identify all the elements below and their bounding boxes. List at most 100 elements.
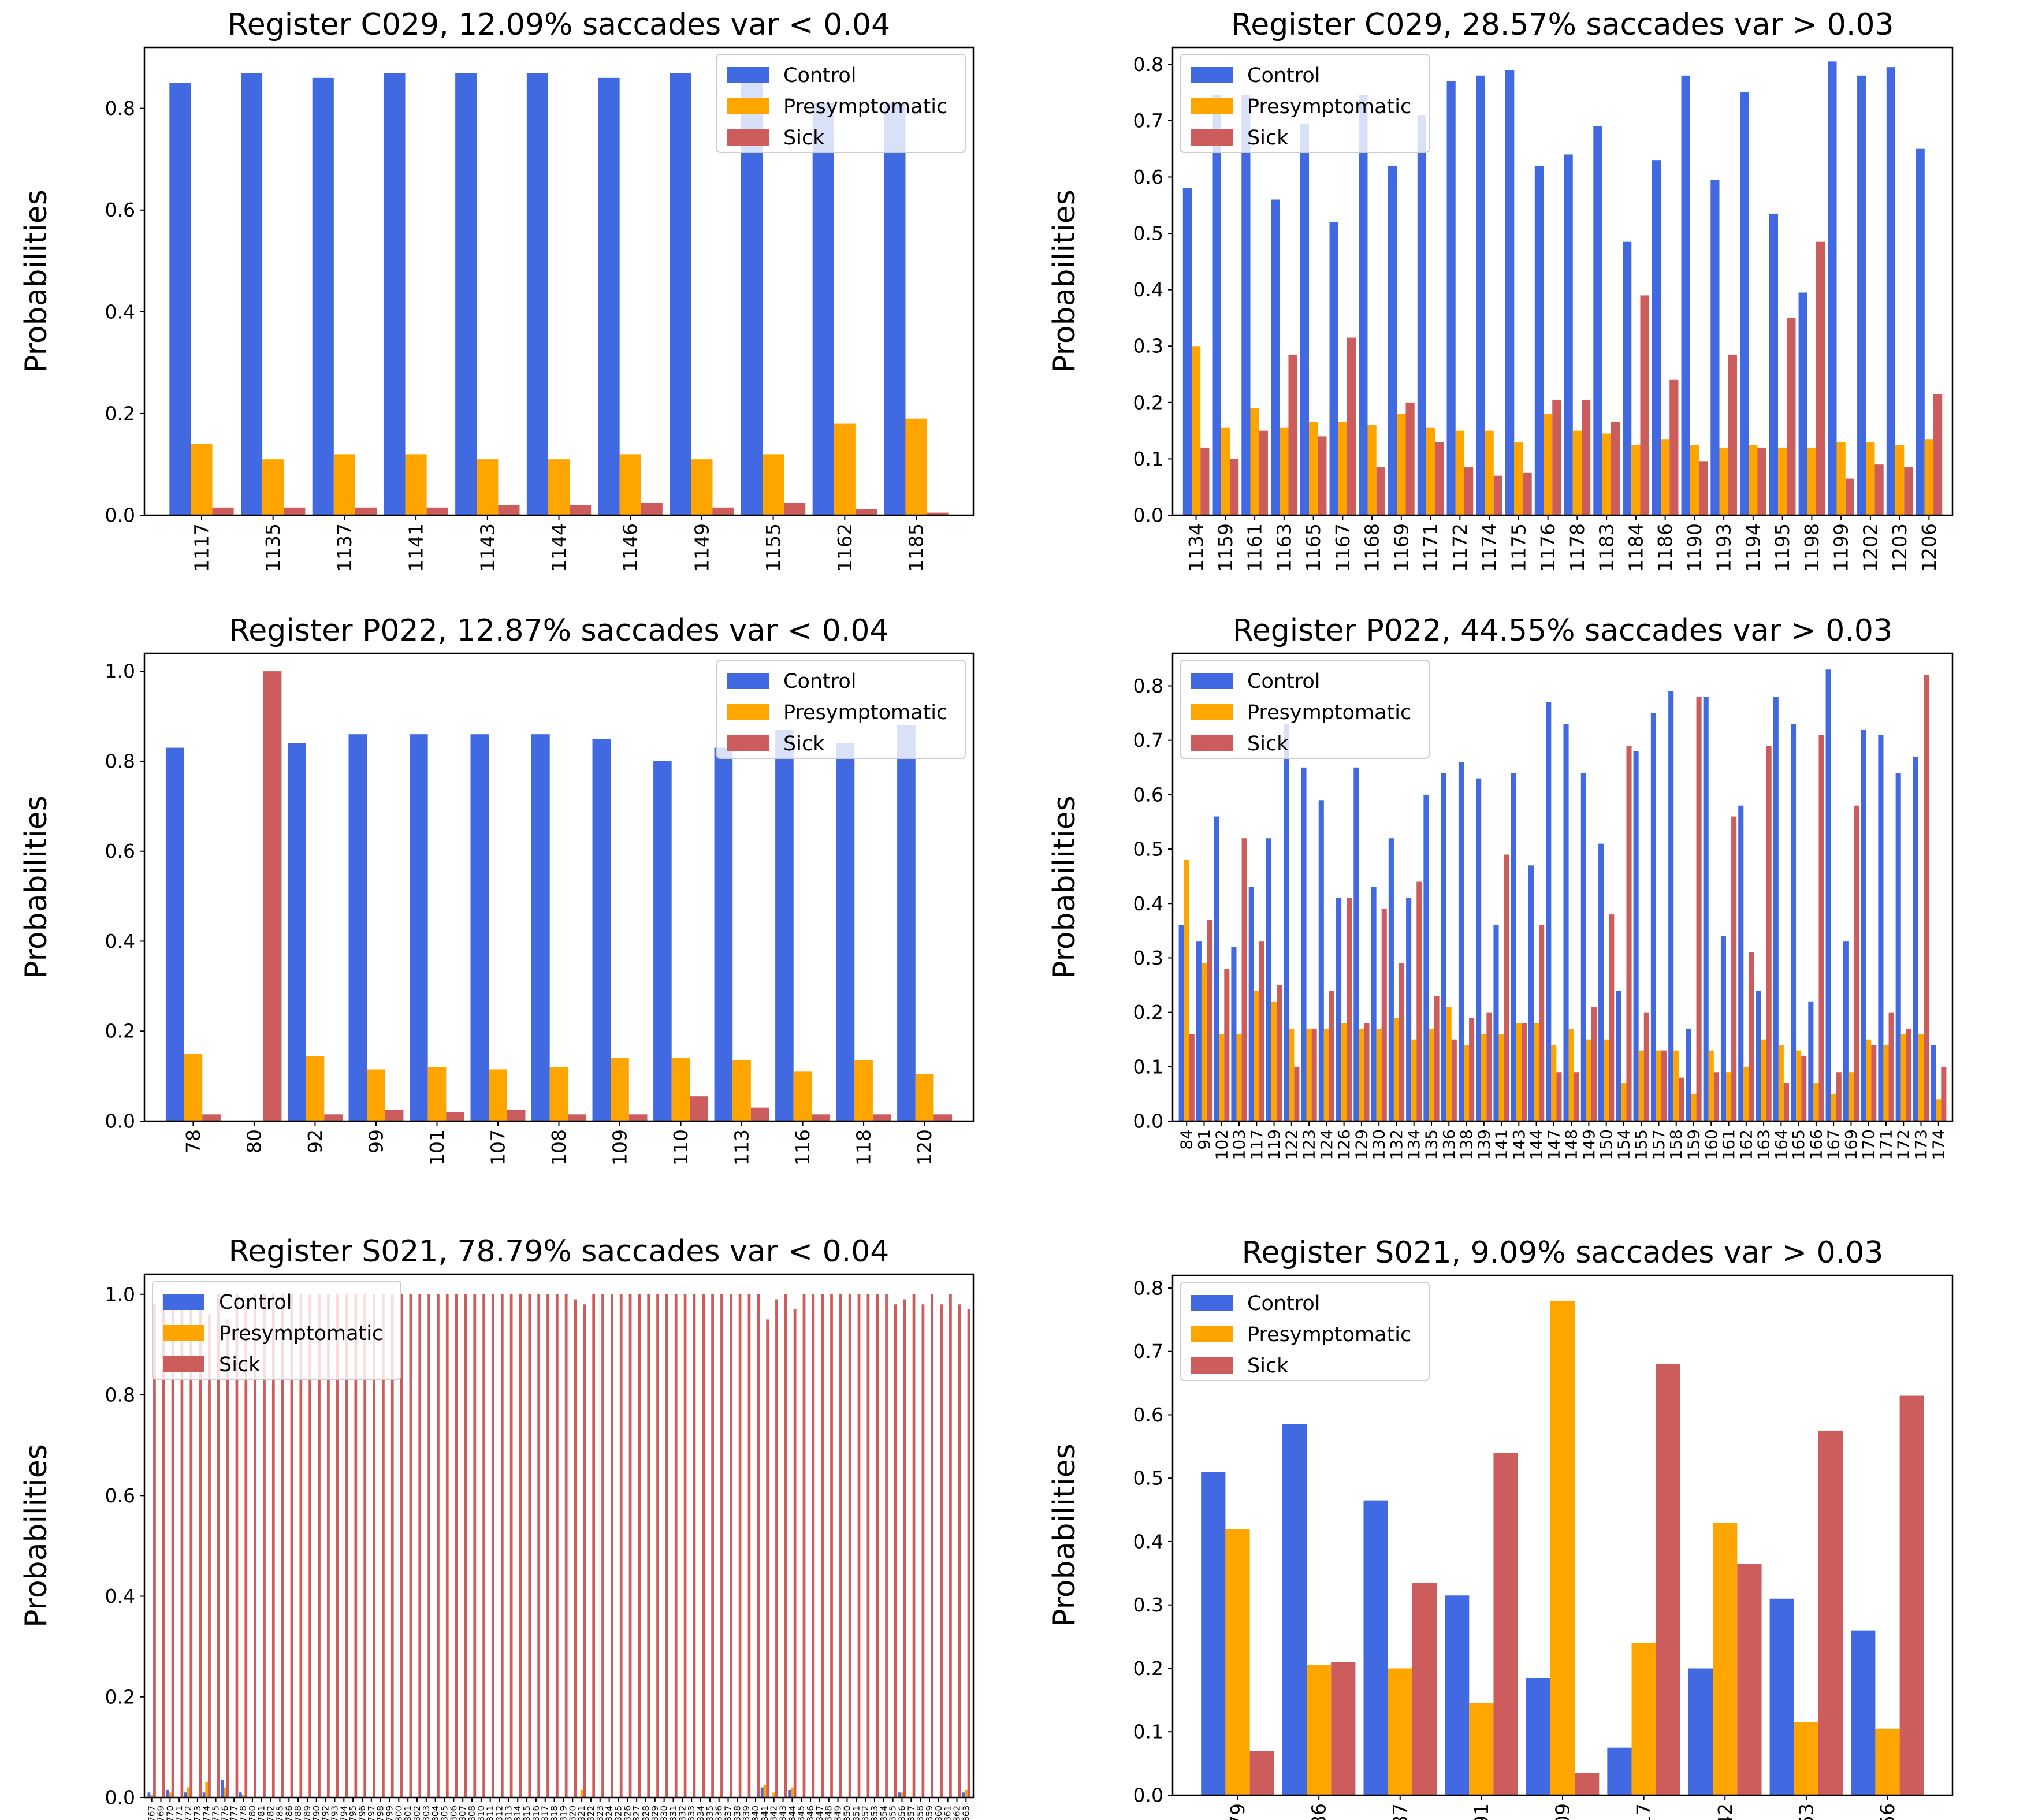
bar-presymptomatic-1141 bbox=[405, 454, 427, 515]
bar-presymptomatic-161 bbox=[1726, 1072, 1732, 1121]
bar-sick-138 bbox=[1469, 1018, 1475, 1121]
bar-control-1779 bbox=[1201, 1472, 1226, 1795]
y-tick-label: 1.0 bbox=[105, 660, 135, 683]
bar-sick-1852 bbox=[866, 1294, 870, 1797]
bar-presymptomatic-1169 bbox=[1397, 414, 1406, 515]
y-tick-label: 0.4 bbox=[105, 1585, 135, 1607]
bar-presymptomatic-117 bbox=[1254, 990, 1259, 1121]
bar-presymptomatic-172 bbox=[1900, 1034, 1906, 1121]
y-tick-label: 0.6 bbox=[105, 1484, 135, 1507]
bar-sick-1851 bbox=[857, 1294, 861, 1797]
x-tick-label: 1853 bbox=[1795, 1803, 1817, 1820]
plot-frame bbox=[143, 46, 975, 516]
y-tick-label: 0.5 bbox=[1133, 222, 1163, 245]
bar-presymptomatic-1184 bbox=[1631, 445, 1641, 515]
bar-presymptomatic-1167 bbox=[1338, 422, 1347, 515]
x-tick-label: 1176 bbox=[1537, 523, 1559, 572]
bar-control-108 bbox=[531, 734, 550, 1121]
y-tick-label: 0.0 bbox=[105, 1786, 135, 1809]
bar-control-172 bbox=[1895, 773, 1901, 1121]
x-tick-label: 1831 bbox=[668, 1806, 678, 1820]
x-tick-label: 1161 bbox=[1244, 523, 1266, 572]
y-tick-label: 0.6 bbox=[105, 199, 135, 221]
x-tick-label: 1808 bbox=[467, 1806, 477, 1820]
bar-sick-1175 bbox=[1523, 472, 1532, 515]
bar-sick-1812 bbox=[500, 1294, 504, 1797]
bar-sick-1859 bbox=[931, 1294, 934, 1797]
chart-svg: Register P022, 44.55% saccades var > 0.0… bbox=[1047, 613, 1954, 1160]
bar-sick-1186 bbox=[1669, 379, 1679, 515]
bar-control-173 bbox=[1913, 756, 1918, 1121]
x-tick-label: 1199 bbox=[1830, 523, 1853, 572]
bar-sick-1844 bbox=[793, 1309, 797, 1797]
bar-control-166 bbox=[1808, 1001, 1814, 1121]
legend-label-control: Control bbox=[783, 64, 857, 87]
bar-control-1856 bbox=[898, 1792, 901, 1797]
x-tick-label: 1135 bbox=[262, 523, 284, 572]
bar-sick-78 bbox=[202, 1114, 221, 1121]
bar-sick-1824 bbox=[610, 1294, 613, 1797]
x-tick-label: 1827 bbox=[631, 1806, 642, 1820]
x-tick-label: 1842 bbox=[769, 1806, 779, 1820]
legend-swatch-sick bbox=[1191, 129, 1233, 146]
bar-control-154 bbox=[1616, 990, 1621, 1121]
bar-presymptomatic-155 bbox=[1638, 1050, 1644, 1121]
bar-sick-170 bbox=[1871, 1045, 1877, 1121]
x-tick-label: 169 bbox=[1842, 1129, 1861, 1160]
bar-presymptomatic-1199 bbox=[1836, 442, 1846, 515]
y-tick-label: 0.2 bbox=[1133, 1001, 1163, 1023]
y-tick-label: 0.3 bbox=[1133, 947, 1163, 969]
y-tick-label: 0.2 bbox=[105, 402, 135, 425]
x-tick-label: 1829 bbox=[650, 1806, 660, 1820]
bar-sick-159 bbox=[1696, 697, 1702, 1121]
bar-presymptomatic-120 bbox=[915, 1074, 934, 1121]
bar-sick-163 bbox=[1766, 746, 1772, 1121]
bar-sick-1767 bbox=[153, 1304, 156, 1797]
chart-title: Register C029, 12.09% saccades var < 0.0… bbox=[228, 8, 890, 42]
x-tick-label: 1828 bbox=[641, 1806, 651, 1820]
y-tick-label: 0.4 bbox=[1133, 1530, 1163, 1553]
legend-swatch-sick bbox=[727, 735, 769, 751]
x-tick-label: 1817 bbox=[540, 1806, 551, 1820]
x-tick-label: 135 bbox=[1422, 1129, 1441, 1160]
bar-presymptomatic-1159 bbox=[1221, 427, 1230, 515]
bar-sick-1839 bbox=[747, 1294, 751, 1797]
bar-sick-1848 bbox=[830, 1294, 833, 1797]
y-tick-label: 0.6 bbox=[1133, 783, 1163, 806]
bar-sick-169 bbox=[1853, 805, 1859, 1121]
bar-sick-1856 bbox=[1899, 1395, 1924, 1795]
bar-control-1141 bbox=[384, 73, 406, 516]
x-tick-label: 161 bbox=[1719, 1129, 1738, 1160]
legend-swatch-presymptomatic bbox=[163, 1325, 204, 1341]
x-tick-label: 1786 bbox=[284, 1806, 294, 1820]
bar-sick-1838 bbox=[738, 1294, 742, 1797]
y-axis-label: Probabilities bbox=[1047, 1443, 1082, 1627]
bar-presymptomatic-159 bbox=[1691, 1093, 1697, 1121]
bar-presymptomatic-1176 bbox=[1544, 414, 1553, 515]
x-tick-label: 1824 bbox=[604, 1806, 615, 1820]
bar-sick-1786 bbox=[1331, 1662, 1356, 1795]
legend-box bbox=[152, 1281, 401, 1380]
bar-presymptomatic-157 bbox=[1656, 1050, 1662, 1121]
x-tick-label: 126 bbox=[1334, 1129, 1353, 1160]
bar-sick-108 bbox=[568, 1114, 586, 1121]
bar-sick-118 bbox=[872, 1114, 891, 1121]
bar-control-130 bbox=[1371, 887, 1377, 1121]
bar-presymptomatic-1770 bbox=[168, 1792, 172, 1797]
chart-svg: Register C029, 12.09% saccades var < 0.0… bbox=[19, 8, 975, 572]
bar-control-109 bbox=[592, 738, 611, 1121]
bar-control-1165 bbox=[1300, 123, 1309, 515]
x-tick-label: 1848 bbox=[824, 1806, 834, 1820]
bars bbox=[1178, 669, 1947, 1121]
x-tick-label: 1821 bbox=[577, 1806, 587, 1820]
legend-swatch-control bbox=[1191, 673, 1233, 689]
x-tick-label: 1174 bbox=[1478, 523, 1501, 572]
bar-presymptomatic-101 bbox=[427, 1067, 447, 1121]
x-tick-label: 1193 bbox=[1713, 523, 1735, 572]
x-tick-label: 1172 bbox=[1449, 523, 1471, 572]
bar-presymptomatic-116 bbox=[793, 1071, 812, 1121]
bar-presymptomatic-1117 bbox=[191, 444, 213, 515]
bar-sick-1134 bbox=[1200, 447, 1210, 515]
x-tick-label: 118 bbox=[853, 1129, 875, 1166]
bar-sick-1837 bbox=[729, 1294, 732, 1797]
